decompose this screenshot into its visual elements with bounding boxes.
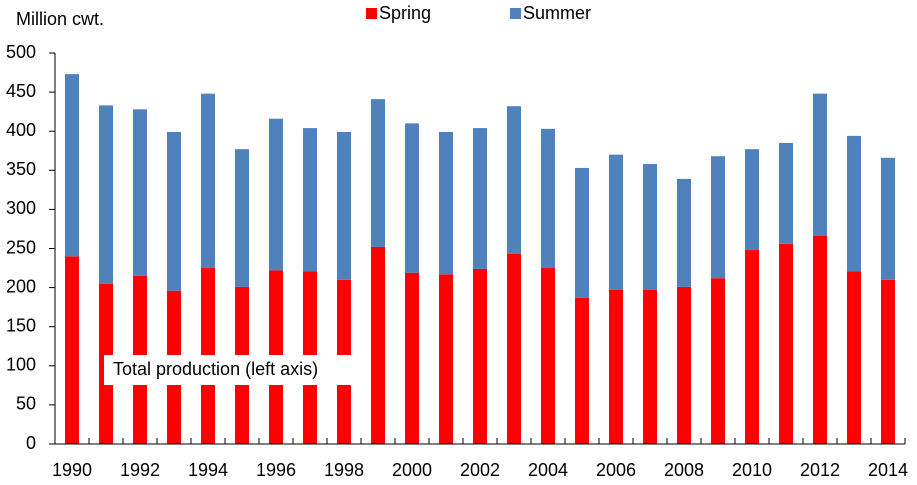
x-tick-label: 2006: [596, 460, 636, 480]
annotation-box: [104, 355, 370, 385]
legend-swatch: [366, 8, 377, 19]
y-tick-label: 50: [16, 394, 36, 414]
legend-label: Summer: [523, 3, 591, 23]
bar-segment: [371, 99, 385, 247]
x-tick-label: 2014: [868, 460, 908, 480]
x-tick-label: 1994: [188, 460, 228, 480]
bar-segment: [65, 256, 79, 444]
x-tick-label: 1990: [52, 460, 92, 480]
bar-segment: [405, 123, 419, 273]
y-tick-label: 100: [6, 355, 36, 375]
bar-segment: [779, 243, 793, 444]
bar-segment: [813, 93, 827, 236]
bar-segment: [575, 297, 589, 444]
bar-segment: [65, 74, 79, 257]
x-tick-label: 1992: [120, 460, 160, 480]
bar-segment: [541, 128, 555, 269]
y-tick-label: 200: [6, 276, 36, 296]
bar-segment: [439, 274, 453, 444]
bar-segment: [881, 279, 895, 444]
bar-segment: [201, 93, 215, 269]
bar-segment: [745, 149, 759, 251]
bar-segment: [507, 253, 521, 444]
bar-segment: [813, 235, 827, 444]
bar-segment: [779, 142, 793, 244]
bar-segment: [405, 272, 419, 444]
x-tick-label: 2012: [800, 460, 840, 480]
x-tick-label: 2008: [664, 460, 704, 480]
x-tick-label: 2002: [460, 460, 500, 480]
y-tick-label: 0: [26, 433, 36, 453]
bar-segment: [439, 131, 453, 275]
bar-segment: [303, 128, 317, 272]
legend-swatch: [510, 8, 521, 19]
y-tick-label: 500: [6, 42, 36, 62]
y-tick-label: 350: [6, 159, 36, 179]
bar-segment: [371, 246, 385, 444]
bar-segment: [711, 156, 725, 279]
bar-segment: [167, 131, 181, 291]
bar-segment: [677, 178, 691, 287]
bar-segment: [745, 250, 759, 444]
bar-segment: [235, 149, 249, 287]
bar-segment: [609, 289, 623, 444]
bar-segment: [609, 154, 623, 290]
bar-segment: [677, 286, 691, 444]
bar-segment: [133, 109, 147, 276]
bar-segment: [643, 289, 657, 444]
annotation: Total production (left axis): [113, 359, 318, 379]
legend-label: Spring: [379, 3, 431, 23]
bar-segment: [507, 106, 521, 254]
bar-segment: [99, 105, 113, 284]
bar-segment: [881, 157, 895, 280]
y-tick-label: 450: [6, 81, 36, 101]
x-tick-label: 1996: [256, 460, 296, 480]
x-tick-label: 2010: [732, 460, 772, 480]
y-tick-label: 300: [6, 198, 36, 218]
bar-segment: [473, 268, 487, 444]
y-axis-label: Million cwt.: [16, 9, 104, 29]
x-tick-label: 2004: [528, 460, 568, 480]
bar-segment: [541, 268, 555, 444]
y-tick-label: 250: [6, 237, 36, 257]
y-tick-label: 150: [6, 315, 36, 335]
x-tick-label: 1998: [324, 460, 364, 480]
bar-segment: [847, 135, 861, 272]
bar-segment: [847, 271, 861, 444]
bar-segment: [337, 131, 351, 280]
bar-segment: [711, 278, 725, 444]
bar-segment: [575, 167, 589, 298]
x-tick-label: 2000: [392, 460, 432, 480]
bar-segment: [473, 128, 487, 269]
bar-segment: [643, 164, 657, 290]
bar-segment: [269, 118, 283, 271]
y-tick-label: 400: [6, 120, 36, 140]
